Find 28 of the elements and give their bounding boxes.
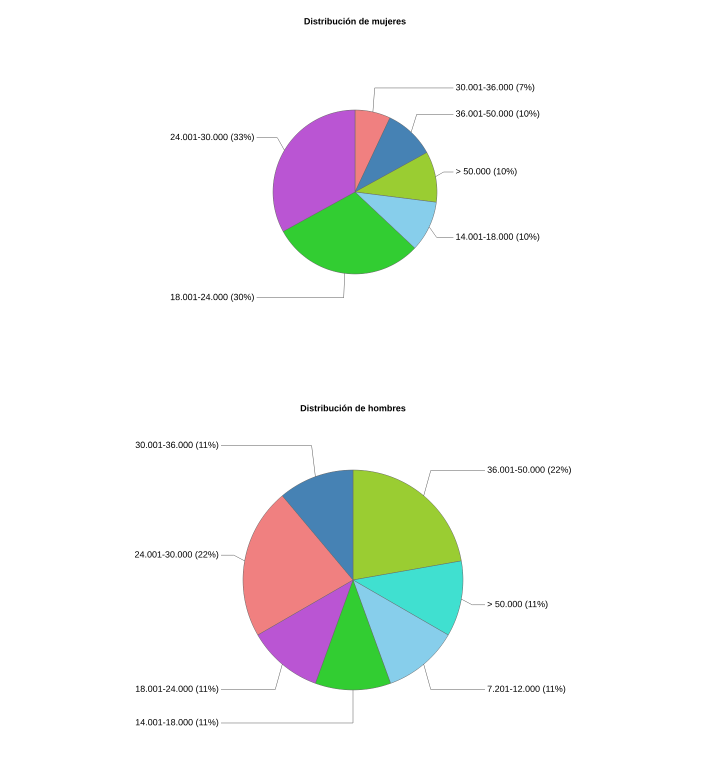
data-label: (11%) bbox=[196, 718, 218, 728]
data-label: (10%) bbox=[516, 233, 540, 242]
slice-label: 14.001-18.000 bbox=[456, 233, 514, 240]
slice-label: 24.001-30.000 bbox=[135, 551, 192, 558]
data-label: (11%) bbox=[196, 685, 218, 694]
slice-label: 14.001-18.000 bbox=[136, 719, 193, 726]
data-label: (33%) bbox=[231, 134, 254, 142]
data-label: (10%) bbox=[494, 168, 517, 176]
data-label: (30%) bbox=[231, 294, 254, 302]
data-label: (11%) bbox=[196, 441, 218, 450]
slice-label: 36.001-50.000 bbox=[456, 110, 514, 117]
slice-label: 7.201-12.000 bbox=[488, 686, 540, 692]
slice-label: 30.001-36.000 bbox=[136, 442, 193, 448]
slice-label: 24.001-30.000 bbox=[170, 134, 228, 140]
data-label: (11%) bbox=[525, 600, 548, 609]
chart-title: Distribución de hombres bbox=[300, 404, 406, 412]
data-label: (22%) bbox=[548, 466, 571, 475]
slice-label: 18.001-24.000 bbox=[170, 294, 228, 300]
slice-label: 36.001-50.000 bbox=[488, 466, 545, 473]
data-label: (11%) bbox=[543, 685, 566, 694]
chart-title: Distribución de mujeres bbox=[304, 18, 406, 26]
slice-label: > 50.000 bbox=[488, 600, 522, 608]
slice-label: 18.001-24.000 bbox=[136, 686, 193, 692]
data-label: (7%) bbox=[516, 84, 534, 92]
slice-label: 30.001-36.000 bbox=[456, 84, 514, 90]
slice-label: > 50.000 bbox=[456, 168, 490, 174]
data-label: (10%) bbox=[516, 110, 540, 118]
data-label: (22%) bbox=[195, 550, 218, 560]
